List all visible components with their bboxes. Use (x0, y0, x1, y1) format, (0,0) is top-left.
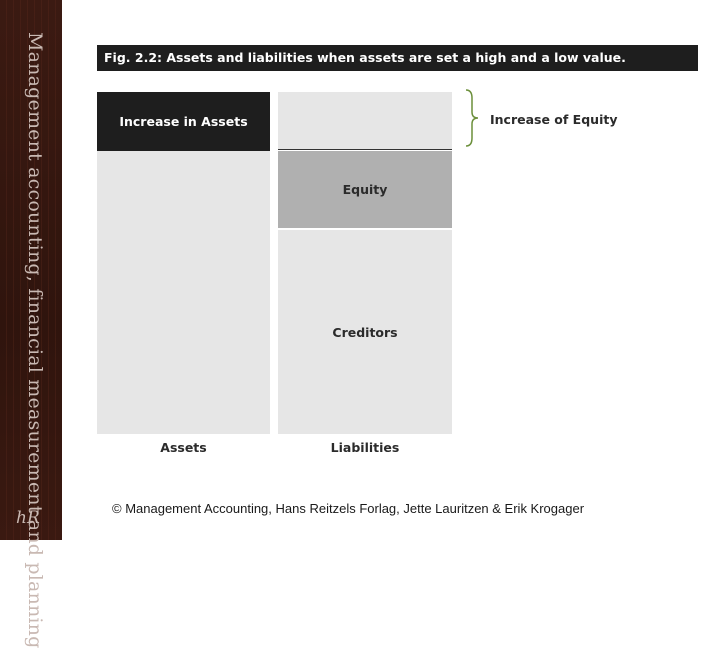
increase-in-assets-label: Increase in Assets (119, 114, 248, 129)
equity-block: Equity (278, 151, 452, 228)
creditors-block: Creditors (278, 230, 452, 434)
sidebar: Management accounting, financial measure… (0, 0, 62, 648)
sidebar-title: Management accounting, financial measure… (24, 32, 46, 648)
liabilities-increase-block (278, 92, 452, 150)
increase-in-assets-block: Increase in Assets (97, 92, 270, 151)
publisher-logo: hR (16, 508, 40, 528)
assets-column-label: Assets (160, 440, 207, 455)
copyright-notice: © Management Accounting, Hans Reitzels F… (112, 501, 585, 516)
assets-base-block (97, 151, 270, 434)
liabilities-column-label: Liabilities (330, 440, 400, 455)
equity-label: Equity (342, 182, 388, 197)
curly-brace-icon (465, 89, 479, 147)
figure-header: Fig. 2.2: Assets and liabilities when as… (97, 45, 698, 71)
increase-of-equity-label: Increase of Equity (490, 112, 618, 127)
creditors-label: Creditors (332, 324, 398, 340)
